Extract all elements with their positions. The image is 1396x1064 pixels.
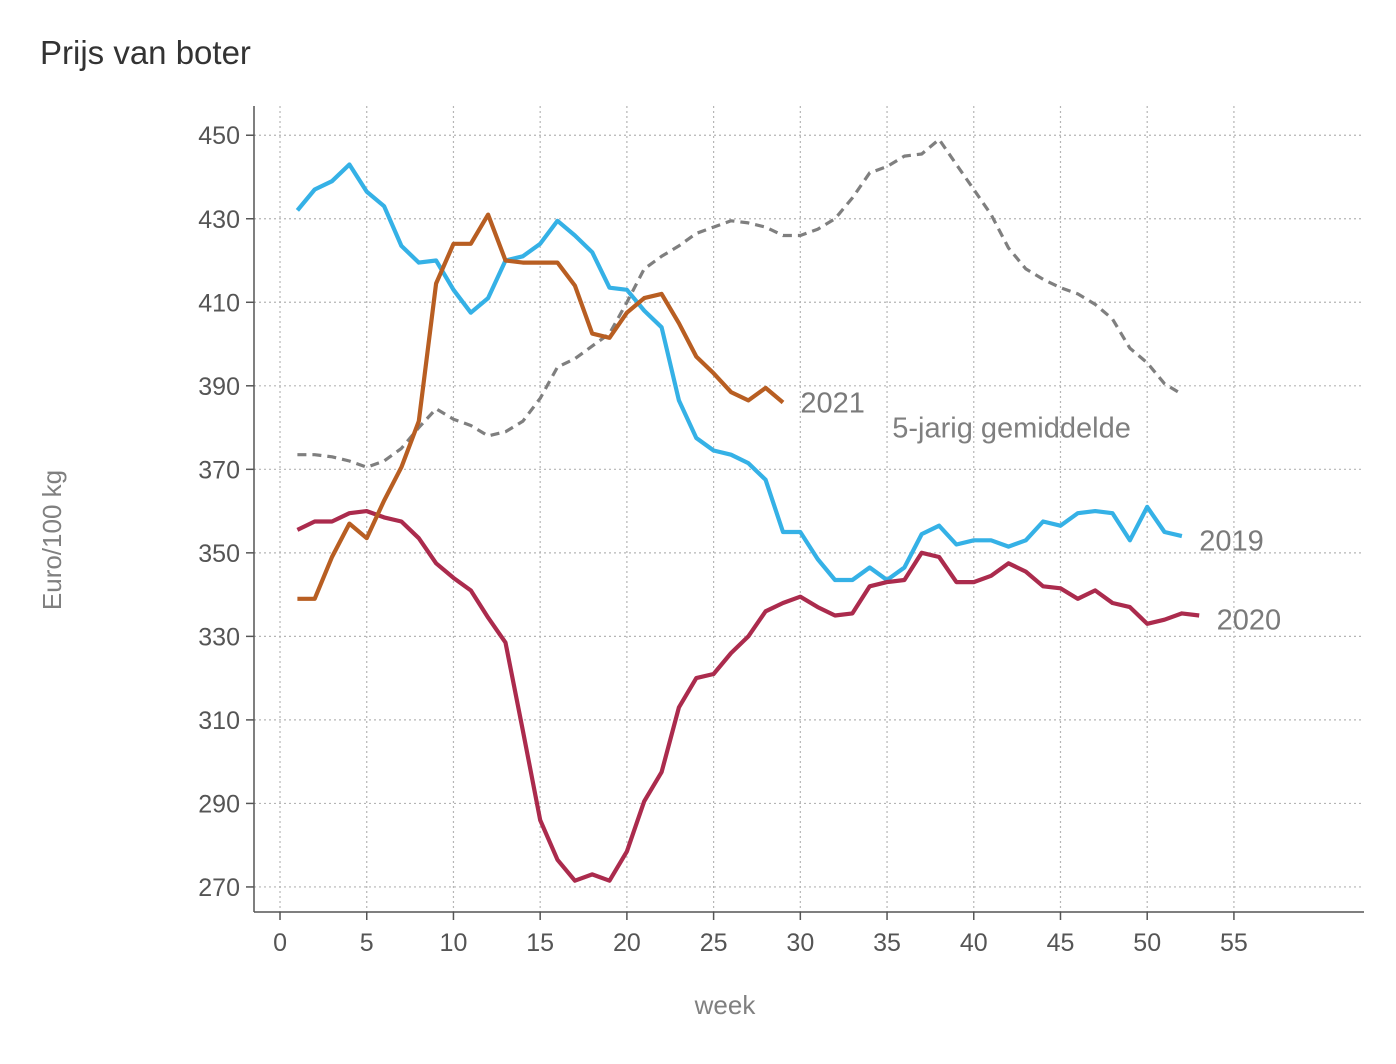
series-line-5-jarig-gemiddelde — [297, 137, 1183, 469]
y-axis-title: Euro/100 kg — [37, 470, 67, 610]
y-tick-label: 410 — [198, 289, 240, 317]
tick-labels: 270 290 310 330 350 370 390 410 430 450 0 5 10 15 20 25… — [198, 122, 1248, 957]
x-tick-label: 10 — [440, 929, 468, 957]
y-tick-label: 350 — [198, 540, 240, 568]
x-axis-title: week — [694, 990, 757, 1020]
x-tick-label: 45 — [1047, 929, 1075, 957]
y-tick-label: 370 — [198, 456, 240, 484]
gridlines — [254, 106, 1364, 912]
y-tick-label: 270 — [198, 874, 240, 902]
axes — [253, 106, 1364, 913]
series-label-2021: 2021 — [800, 388, 865, 420]
y-tick-label: 330 — [198, 623, 240, 651]
x-tick-label: 40 — [960, 929, 988, 957]
series-line-2020 — [296, 509, 1200, 883]
y-tick-label: 450 — [198, 122, 240, 150]
x-tick-label: 15 — [526, 929, 554, 957]
x-tick-label: 50 — [1133, 929, 1161, 957]
y-tick-label: 290 — [198, 790, 240, 818]
x-tick-label: 25 — [700, 929, 728, 957]
y-tick-label: 430 — [198, 206, 240, 234]
y-tick-label: 390 — [198, 373, 240, 401]
series-labels: 5-jarig gemiddelde 2019 2020 2021 — [800, 388, 1281, 637]
series-lines — [295, 137, 1200, 883]
series-line-2021 — [297, 212, 785, 601]
x-tick-label: 0 — [273, 929, 287, 957]
series-label-2019: 2019 — [1199, 525, 1264, 557]
x-tick-label: 5 — [360, 929, 374, 957]
series-line-2019 — [295, 162, 1183, 583]
y-tick-label: 310 — [198, 707, 240, 735]
series-label-2020: 2020 — [1217, 605, 1282, 637]
x-tick-label: 30 — [786, 929, 814, 957]
x-tick-label: 20 — [613, 929, 641, 957]
x-tick-label: 35 — [873, 929, 901, 957]
chart-title: Prijs van boter — [40, 34, 251, 71]
x-tick-label: 55 — [1220, 929, 1248, 957]
series-label-5-jarig-gemiddelde: 5-jarig gemiddelde — [892, 413, 1131, 445]
